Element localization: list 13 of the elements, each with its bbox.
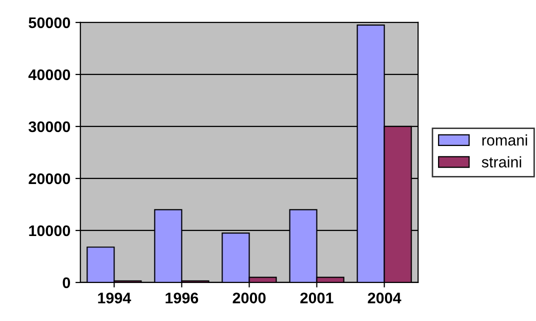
y-tick-label: 30000 bbox=[28, 121, 70, 132]
x-tick-label: 2001 bbox=[300, 292, 334, 304]
x-tick-label: 2000 bbox=[232, 292, 266, 304]
y-tick-label: 20000 bbox=[28, 173, 70, 184]
legend-label: straini bbox=[482, 156, 522, 168]
x-tick-label: 1994 bbox=[98, 292, 132, 304]
y-tick-label: 50000 bbox=[28, 17, 70, 28]
y-tick-label: 0 bbox=[62, 277, 70, 288]
legend-label: romani bbox=[482, 134, 528, 146]
x-tick-label: 2004 bbox=[368, 292, 402, 304]
y-tick-label: 40000 bbox=[28, 69, 70, 80]
y-tick-label: 10000 bbox=[29, 225, 70, 236]
x-tick-label: 1996 bbox=[166, 292, 198, 304]
